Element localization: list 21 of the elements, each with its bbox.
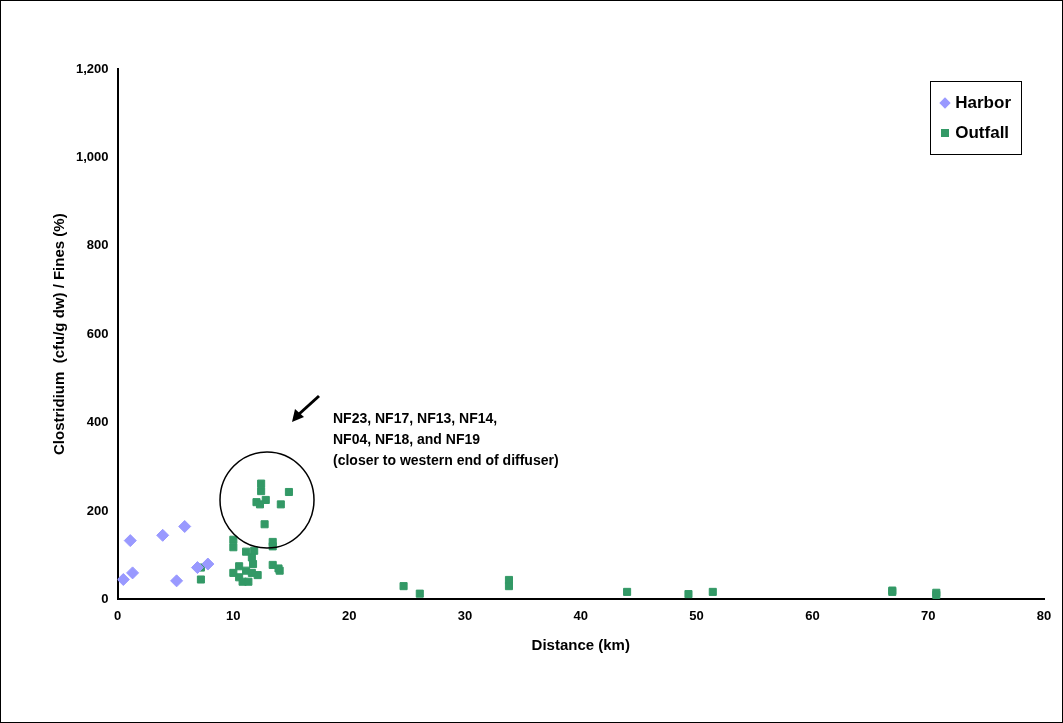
x-tick-label: 30 bbox=[457, 607, 473, 623]
annotation: NF23, NF17, NF13, NF14, NF04, NF18, and NF19 (closer to western end of diffuser) bbox=[333, 409, 559, 470]
x-tick-label: 40 bbox=[573, 607, 588, 623]
legend-label: Harbor bbox=[955, 93, 1011, 113]
x-tick-label: 10 bbox=[226, 607, 241, 623]
y-tick-label: 1,000 bbox=[75, 148, 109, 164]
y-axis-title: Clostridium (cfu/g dw) / Fines (%) bbox=[50, 213, 68, 456]
x-tick-label: 0 bbox=[113, 607, 122, 623]
y-tick-label: 400 bbox=[86, 414, 109, 430]
y-tick-label: 200 bbox=[86, 502, 109, 518]
x-axis-title: Distance (km) bbox=[531, 636, 630, 654]
legend-label: Outfall bbox=[955, 123, 1010, 143]
y-tick-label: 0 bbox=[101, 590, 109, 606]
y-tick-label: 600 bbox=[86, 325, 109, 341]
x-tick-label: 20 bbox=[341, 607, 357, 623]
x-tick-label: 70 bbox=[920, 607, 936, 623]
x-tick-label: 60 bbox=[805, 607, 820, 623]
y-tick-label: 800 bbox=[86, 237, 109, 253]
x-tick-label: 50 bbox=[689, 607, 704, 623]
y-tick-label: 1,200 bbox=[75, 60, 109, 76]
x-tick-label: 80 bbox=[1036, 607, 1052, 623]
